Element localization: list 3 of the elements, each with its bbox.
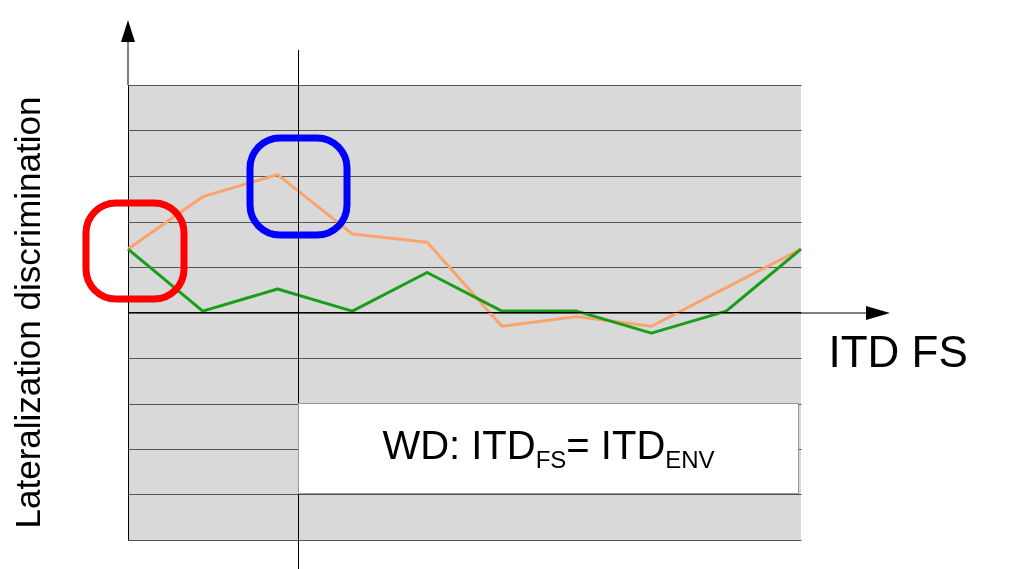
x-axis-title: ITD FS — [828, 326, 968, 376]
y-axis-title: Lateralization discrimination — [7, 96, 47, 529]
text: WD: ITD$_{FS}$= ITD$_{ENV}$ — [382, 423, 715, 474]
